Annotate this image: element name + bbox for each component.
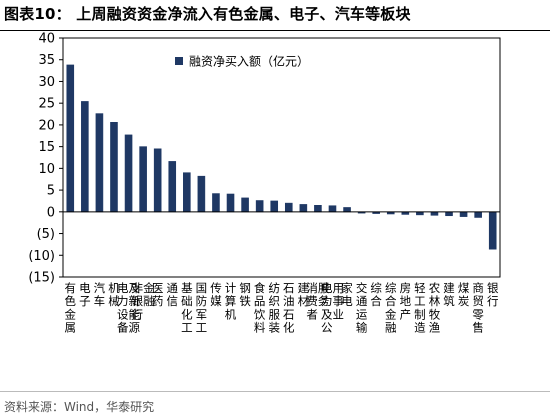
x-category-label: 农林牧渔 <box>429 281 441 335</box>
y-tick-label: 0 <box>47 205 55 220</box>
bar <box>197 175 206 213</box>
legend: 融资净买入额（亿元） <box>175 54 309 69</box>
plot-frame <box>62 37 501 278</box>
bar <box>66 64 75 213</box>
bar <box>343 207 351 213</box>
bar-series <box>66 64 497 250</box>
y-tick-label: 5 <box>47 184 55 199</box>
bar <box>139 146 147 213</box>
legend-label: 融资净买入额（亿元） <box>189 54 309 69</box>
bar <box>284 202 293 213</box>
x-category-label: 纺织服装 <box>268 281 280 335</box>
bar <box>430 211 439 216</box>
y-tick-label: 10 <box>38 162 55 177</box>
bar <box>270 200 279 213</box>
x-axis-labels: 有色金属电子汽车机械电力设备及新能源非银行金融医药通信基础化工国防军工传媒计算机… <box>65 281 499 335</box>
footer-rule <box>0 391 550 392</box>
y-tick-label: 40 <box>38 32 55 47</box>
bar <box>212 193 220 213</box>
bar <box>328 205 337 213</box>
bar <box>81 101 89 213</box>
bar <box>488 211 497 250</box>
y-tick-label: 20 <box>38 118 55 133</box>
x-category-label: 电子 <box>79 281 91 308</box>
y-tick-label: 25 <box>38 97 55 112</box>
x-category-label: 电力及公用事业 <box>321 281 344 335</box>
y-tick-label: (15) <box>28 271 55 286</box>
x-category-label: 食品饮料 <box>254 281 266 335</box>
x-category-label: 交通运输 <box>356 281 368 335</box>
x-category-label: 国防军工 <box>196 281 208 335</box>
bar <box>124 134 133 213</box>
x-category-label: 汽车 <box>94 281 106 308</box>
bar <box>153 148 162 213</box>
x-category-label: 基础化工 <box>181 281 193 335</box>
x-category-label: 钢铁 <box>239 281 251 308</box>
x-category-label: 煤炭 <box>458 281 470 308</box>
x-category-label: 计算机 <box>225 281 237 321</box>
bar <box>474 211 482 218</box>
x-category-label: 商贸零售 <box>472 281 484 335</box>
x-category-label: 有色金属 <box>65 281 77 335</box>
bar <box>183 172 191 213</box>
x-category-label: 银行 <box>487 281 499 308</box>
x-category-label: 轻工制造 <box>414 281 426 335</box>
y-axis: 40 35 30 25 20 15 10 5 0 (5) (10) (15) <box>28 32 63 286</box>
x-category-label: 建筑 <box>443 281 455 308</box>
x-category-label: 综合 <box>370 281 382 308</box>
x-category-label: 建材 <box>298 281 310 308</box>
x-category-label: 通信 <box>167 281 179 308</box>
legend-swatch <box>175 57 183 65</box>
y-tick-label: 15 <box>38 140 55 155</box>
x-category-label: 电力设备及新能源 <box>117 281 141 335</box>
bar <box>95 113 104 213</box>
bar <box>445 211 453 217</box>
bar <box>255 200 264 213</box>
y-tick-label: 35 <box>38 53 55 68</box>
x-category-label: 传媒 <box>210 281 222 308</box>
bar <box>459 211 468 217</box>
bar <box>226 193 235 213</box>
bar <box>299 204 308 213</box>
x-category-label: 房地产 <box>400 281 412 321</box>
source-note: 资料来源：Wind，华泰研究 <box>4 400 155 414</box>
y-tick-label: (10) <box>28 249 55 264</box>
x-category-label: 综合金融 <box>385 281 397 335</box>
bar <box>314 205 322 213</box>
x-category-label: 医药 <box>152 281 164 308</box>
y-tick-label: 30 <box>38 75 55 90</box>
x-category-label: 消费者服务 <box>306 281 330 321</box>
bar <box>241 197 249 213</box>
title-rule <box>0 30 550 31</box>
x-category-label: 机械 <box>108 281 120 308</box>
x-category-label: 家电 <box>341 281 353 308</box>
figure-title: 图表10： 上周融资资金净流入有色金属、电子、汽车等板块 <box>4 5 411 23</box>
bar <box>110 122 118 213</box>
y-tick-label: (5) <box>37 227 55 242</box>
x-category-label: 非银行金融 <box>132 281 156 321</box>
bar <box>168 161 177 213</box>
x-category-label: 石油石化 <box>283 281 295 335</box>
